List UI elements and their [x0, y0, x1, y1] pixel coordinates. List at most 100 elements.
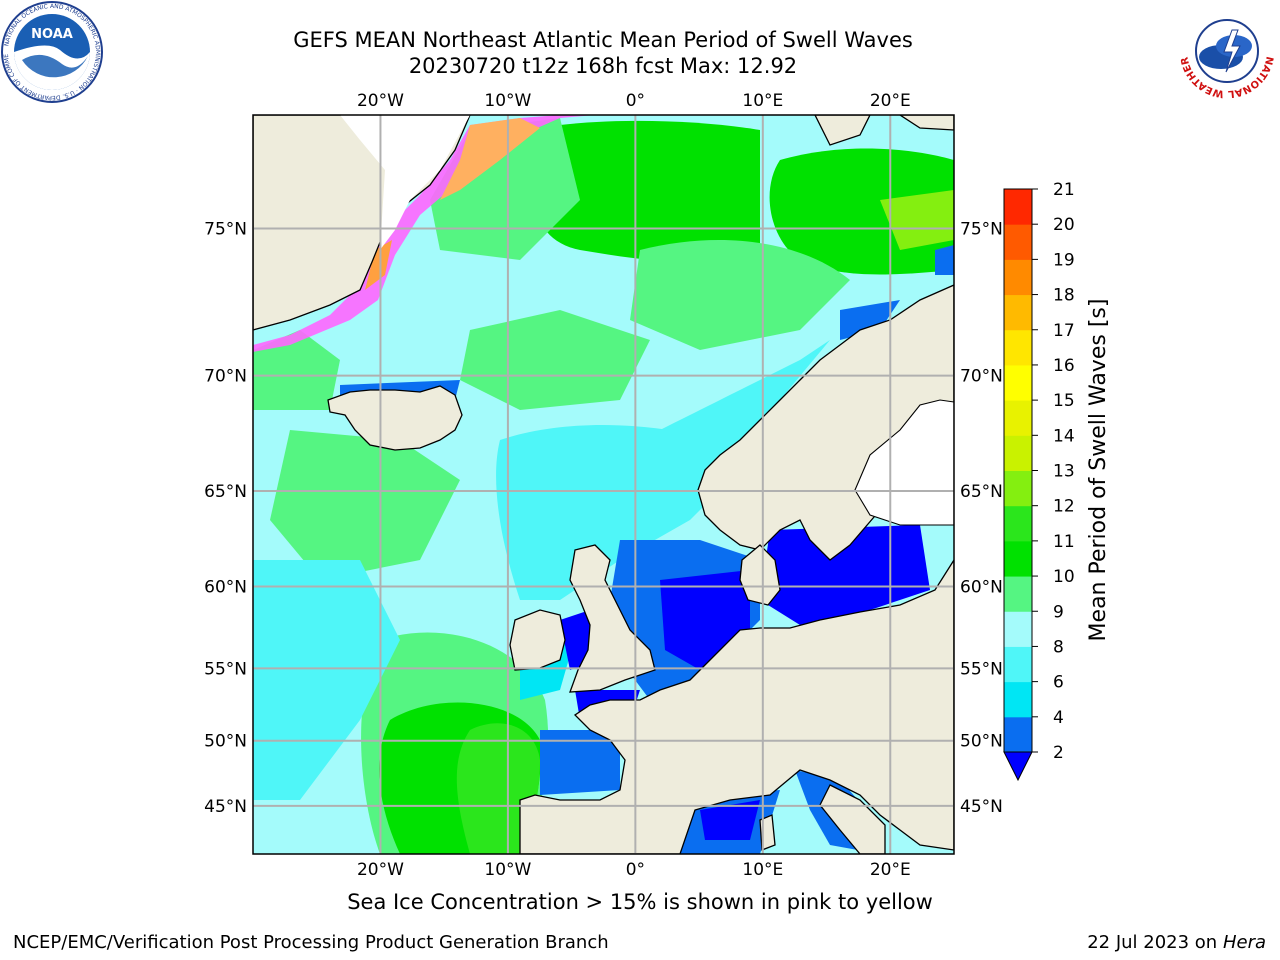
latitude-tick-label: 50°N: [204, 732, 247, 752]
colorbar-tick-label: 4: [1053, 708, 1064, 728]
landmass: [569, 544, 656, 693]
landmass: [819, 784, 886, 854]
colorbar-tick-label: 11: [1053, 532, 1075, 552]
colorbar-swatch: [1004, 189, 1032, 225]
colorbar-tick-label: 18: [1053, 286, 1075, 306]
colorbar-swatch: [1004, 435, 1032, 471]
map-frame: [252, 114, 955, 855]
latitude-tick-label: 60°N: [204, 577, 247, 597]
swell-region: [935, 245, 954, 275]
colorbar-tick-label: 6: [1053, 673, 1064, 693]
longitude-tick-label: 20°E: [870, 91, 911, 111]
swell-region: [540, 730, 620, 795]
latitude-tick-label: 75°N: [204, 219, 247, 239]
landmass: [327, 385, 463, 451]
colorbar-swatch: [1004, 681, 1032, 718]
colorbar-swatch: [1004, 364, 1032, 401]
footer-machine-name: Hera: [1222, 932, 1266, 953]
swell-region: [840, 300, 900, 340]
footer-date: 22 Jul 2023 on Hera: [1087, 932, 1266, 953]
colorbar-swatch: [1004, 470, 1032, 507]
sea-ice-band: [253, 115, 595, 352]
colorbar-tick-label: 20: [1053, 215, 1075, 235]
latitude-tick-label: 50°N: [960, 732, 1003, 752]
swell-region: [535, 120, 760, 262]
longitude-labels-top: 20°W 10°W 0° 10°E 20°E: [357, 91, 911, 111]
latitude-tick-label: 45°N: [204, 797, 247, 817]
chart-title-line1: GEFS MEAN Northeast Atlantic Mean Period…: [293, 28, 913, 52]
chart-title-line2: 20230720 t12z 168h fcst Max: 12.92: [408, 54, 798, 78]
longitude-tick-label: 0°: [626, 91, 645, 111]
landmass: [509, 609, 566, 671]
longitude-tick-label: 0°: [626, 860, 645, 880]
colorbar-tick-label: 9: [1053, 602, 1064, 622]
noaa-logo: NATIONAL OCEANIC AND ATMOSPHERIC ADMINIS…: [0, 0, 103, 103]
noaa-text: NOAA: [31, 27, 73, 42]
latitude-labels-right: 75°N 70°N 65°N 60°N 55°N 50°N 45°N: [960, 219, 1003, 816]
swell-region: [660, 340, 830, 460]
landmass: [814, 115, 871, 146]
colorbar-tick-label: 21: [1053, 180, 1075, 200]
latitude-labels-left: 75°N 70°N 65°N 60°N 55°N 50°N 45°N: [204, 219, 247, 816]
swell-region: [760, 525, 930, 625]
colorbar-swatch: [1004, 576, 1032, 612]
landmass: [898, 115, 954, 131]
latitude-tick-label: 65°N: [960, 482, 1003, 502]
longitude-tick-label: 10°E: [742, 860, 783, 880]
colorbar-swatch: [1004, 329, 1032, 366]
colorbar-tick-label: 17: [1053, 321, 1075, 341]
swell-region: [253, 330, 340, 410]
swell-region: [456, 723, 540, 854]
graticule: [253, 115, 954, 854]
colorbar-swatch: [1004, 259, 1032, 296]
colorbar-tick-label: 13: [1053, 462, 1075, 482]
colorbar-swatch: [1004, 294, 1032, 331]
colorbar-tick-label: 10: [1053, 567, 1075, 587]
colorbar-swatch: [1004, 716, 1032, 753]
latitude-tick-label: 65°N: [204, 482, 247, 502]
landmass: [519, 558, 954, 854]
colorbar-swatch: [1004, 505, 1032, 542]
colorbar-tick-label: 14: [1053, 426, 1075, 446]
swell-region: [270, 430, 460, 580]
sea-ice-note: Sea Ice Concentration > 15% is shown in …: [347, 890, 933, 914]
longitude-tick-label: 10°E: [742, 91, 783, 111]
colorbar-swatch: [1004, 400, 1032, 436]
latitude-tick-label: 55°N: [960, 659, 1003, 679]
longitude-tick-label: 20°E: [870, 860, 911, 880]
colorbar-tick-label: 19: [1053, 250, 1075, 270]
latitude-tick-label: 45°N: [960, 797, 1003, 817]
colorbar-tick-label: 12: [1053, 497, 1075, 517]
colorbar: 2 4 6 8 9 10 11 12 13 14 15 16 17 18 19 20 21: [1003, 180, 1075, 782]
longitude-tick-label: 10°W: [484, 860, 531, 880]
latitude-tick-label: 60°N: [960, 577, 1003, 597]
colorbar-tick-label: 16: [1053, 356, 1075, 376]
colorbar-swatch: [1004, 611, 1032, 647]
footer-date-text: 22 Jul 2023 on: [1087, 932, 1223, 953]
latitude-tick-label: 70°N: [960, 367, 1003, 387]
ice-sheet: [340, 115, 470, 250]
colorbar-swatch: [1004, 224, 1032, 260]
footer-credit: NCEP/EMC/Verification Post Processing Pr…: [13, 932, 609, 953]
colorbar-swatch: [1004, 646, 1032, 683]
swell-region: [700, 800, 760, 840]
latitude-tick-label: 75°N: [960, 219, 1003, 239]
longitude-tick-label: 10°W: [484, 91, 531, 111]
swell-region: [630, 240, 850, 350]
colorbar-tick-label: 8: [1053, 637, 1064, 657]
ice-free-gulf: [854, 399, 954, 526]
colorbar-tick-label: 2: [1053, 743, 1064, 763]
latitude-tick-label: 70°N: [204, 367, 247, 387]
swell-period-field: [253, 118, 954, 854]
nws-logo: NATIONAL WEATHER SERVICE: [1176, 2, 1275, 99]
longitude-tick-label: 20°W: [357, 860, 404, 880]
swell-region: [880, 190, 954, 250]
colorbar-under-arrow: [1003, 751, 1033, 782]
longitude-tick-label: 20°W: [357, 91, 404, 111]
latitude-tick-label: 55°N: [204, 659, 247, 679]
colorbar-swatch: [1004, 540, 1032, 577]
colorbar-tick-label: 15: [1053, 391, 1075, 411]
longitude-labels-bottom: 20°W 10°W 0° 10°E 20°E: [357, 860, 911, 880]
colorbar-label: Mean Period of Swell Waves [s]: [1086, 299, 1111, 642]
